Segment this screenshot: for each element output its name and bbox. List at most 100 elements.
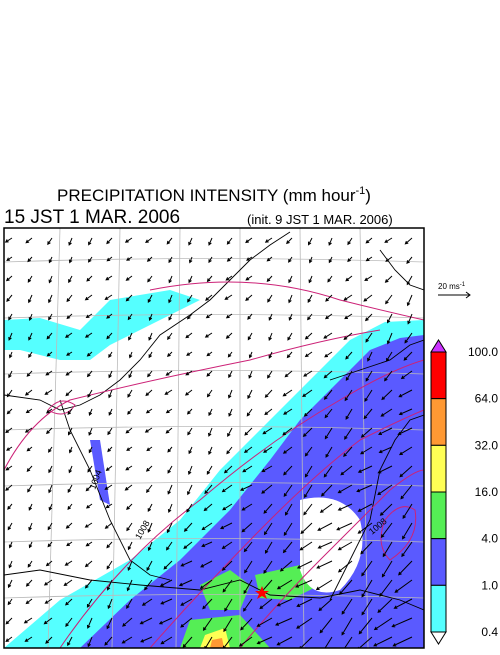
wind-arrow [27,275,33,283]
wind-arrow [202,617,213,632]
wind-arrow [6,294,13,303]
wind-arrow [282,446,293,454]
wind-arrow [325,446,333,458]
wind-arrow [221,484,233,493]
wind-arrow [45,636,53,644]
wind-arrow [6,408,13,415]
wind-arrow [7,522,13,531]
wind-arrow [264,408,273,416]
wind-arrow [25,408,33,414]
wind-arrow [323,389,333,400]
wind-arrow [126,579,133,592]
valid-time: 15 JST 1 MAR. 2006 [4,207,180,228]
wind-arrow [296,617,313,629]
colorbar-label: 0.4 [481,625,498,639]
wind-arrow [5,275,13,282]
wind-arrow [307,313,313,321]
wind-arrow [188,256,193,264]
wind-arrow [85,313,93,319]
wind-arrow [87,256,93,263]
wind-arrow [65,617,73,627]
wind-arrow [317,541,333,549]
wind-arrow [187,465,193,475]
wind-arrow [268,351,273,359]
wind-arrow [126,598,133,610]
wind-arrow [264,541,273,554]
wind-arrow [241,503,253,511]
wind-arrow [107,446,113,453]
wind-arrow [295,579,313,588]
wind-arrow [66,294,73,303]
wind-arrow [357,503,373,512]
wind-arrow [392,636,413,647]
wind-arrow [86,351,93,357]
wind-arrow [125,275,133,281]
wind-arrow [262,427,273,435]
wind-arrow [382,541,393,558]
wind-arrow [106,332,113,340]
wind-arrow [65,598,73,606]
wind-arrow [104,636,113,646]
wind-arrow [261,465,273,473]
wind-arrow [243,598,253,612]
wind-arrow [239,484,253,491]
wind-arrow [85,503,93,509]
wind-arrow [200,560,213,568]
wind-arrow [180,617,193,628]
wind-arrow [141,598,153,606]
wind-arrow [268,332,273,341]
wind-arrow [48,503,53,511]
wind-arrow [7,503,13,510]
wind-arrow [303,370,313,377]
wind-arrow [406,256,413,265]
wind-arrow [287,332,293,341]
wind-arrow [185,370,193,376]
wind-arrow [267,370,273,379]
wind-arrow [284,503,293,516]
wind-arrow [223,465,233,474]
wind-arrow [45,370,53,376]
wind-arrow [124,484,133,491]
wind-arrow [147,275,153,283]
wind-arrow [222,503,233,511]
wind-arrow [121,636,133,644]
wind-arrow [159,579,173,587]
wind-arrow [145,237,153,243]
wind-arrow [85,541,93,547]
wind-arrow [144,579,153,591]
wind-arrow [108,351,113,358]
wind-arrow [47,237,53,246]
wind-arrow [188,446,193,455]
wind-arrow [283,408,293,415]
wind-arrow [65,389,73,397]
wind-arrow [122,617,133,627]
wind-arrow [28,332,33,341]
wind-arrow [167,503,173,514]
wind-arrow [288,294,293,304]
wind-arrow [87,389,93,398]
wind-arrow [4,237,13,243]
wind-arrow [365,370,373,382]
wind-arrow [222,579,233,593]
init-time: (init. 9 JST 1 MAR. 2006) [247,212,393,227]
wind-arrow [5,636,13,642]
wind-arrow [318,598,333,612]
wind-arrow [264,237,273,243]
wind-arrow [266,256,273,262]
wind-arrow [336,522,353,531]
wind-arrow [221,560,233,571]
wind-arrow [6,256,13,261]
colorbar: 100.0 64.0 32.0 16.0 4.0 1.0 0.4 [430,339,498,645]
wind-arrow [384,237,393,243]
wind-arrow [344,427,353,440]
wind-arrow [282,427,293,436]
wind-arrow [263,503,273,514]
colorbar-label: 4.0 [481,532,498,546]
wind-arrow [379,503,393,516]
wind-arrow [221,541,233,550]
wind-arrow [296,598,313,607]
wind-arrow [288,275,293,284]
wind-arrow [65,370,73,376]
wind-arrow [147,522,153,533]
wind-arrow [167,446,173,453]
